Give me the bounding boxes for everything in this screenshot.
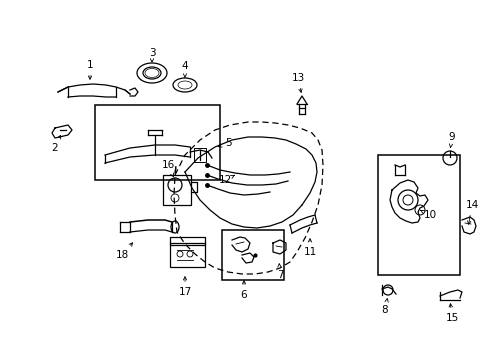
Text: 7: 7	[276, 264, 283, 280]
Text: 9: 9	[448, 132, 454, 148]
Text: 5: 5	[218, 138, 231, 148]
Bar	[222, 230, 284, 280]
Text: 12: 12	[218, 175, 234, 185]
Text: 13: 13	[291, 73, 304, 93]
Bar	[170, 237, 204, 245]
Text: 8: 8	[381, 299, 387, 315]
Ellipse shape	[142, 67, 161, 79]
Text: 2: 2	[52, 135, 61, 153]
Text: 15: 15	[445, 304, 458, 323]
Text: 11: 11	[303, 239, 316, 257]
Bar	[170, 243, 204, 267]
Text: 10: 10	[420, 210, 436, 220]
Text: 17: 17	[178, 277, 191, 297]
Text: 4: 4	[182, 61, 188, 77]
Text: 1: 1	[86, 60, 93, 79]
Text: 18: 18	[115, 243, 132, 260]
Bar	[377, 155, 459, 275]
Text: 3: 3	[148, 48, 155, 62]
Bar	[95, 105, 220, 180]
Text: 16: 16	[161, 160, 174, 177]
Text: 14: 14	[465, 200, 478, 224]
Bar	[163, 175, 191, 205]
Bar	[194, 148, 205, 162]
Text: 6: 6	[240, 281, 247, 300]
